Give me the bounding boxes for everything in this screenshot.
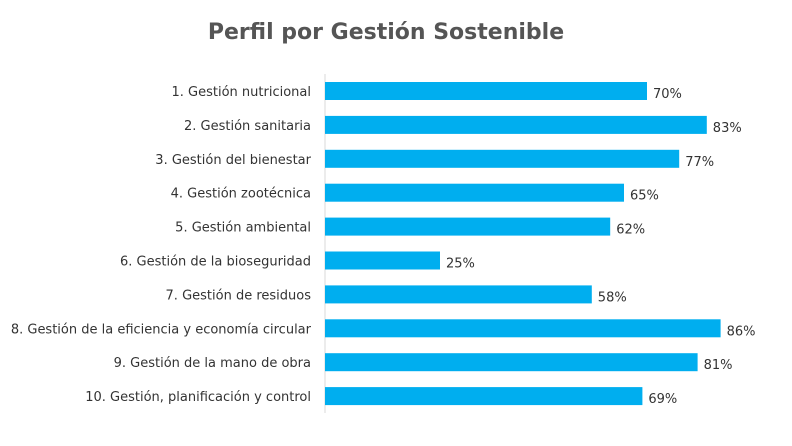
data-label: 62% bbox=[616, 223, 645, 238]
data-label: 86% bbox=[727, 324, 756, 339]
data-label: 81% bbox=[704, 358, 733, 373]
category-label: 6. Gestión de la bioseguridad bbox=[120, 255, 311, 270]
data-label: 70% bbox=[653, 87, 682, 102]
data-label: 83% bbox=[713, 121, 742, 136]
data-label: 77% bbox=[685, 155, 714, 170]
category-label: 3. Gestión del bienestar bbox=[155, 153, 311, 168]
category-label: 9. Gestión de la mano de obra bbox=[114, 356, 311, 371]
data-label: 25% bbox=[446, 257, 475, 272]
bar bbox=[325, 387, 643, 406]
bar bbox=[325, 353, 698, 372]
bar bbox=[325, 319, 721, 338]
chart-title: Perfil por Gestión Sostenible bbox=[207, 20, 565, 45]
data-label: 69% bbox=[648, 392, 677, 407]
bar bbox=[325, 251, 440, 270]
data-label: 65% bbox=[630, 189, 659, 204]
bar bbox=[325, 82, 647, 100]
bar bbox=[325, 183, 624, 202]
category-label: 7. Gestión de residuos bbox=[166, 288, 312, 303]
category-label: 4. Gestión zootécnica bbox=[171, 187, 311, 202]
data-label: 58% bbox=[598, 290, 627, 305]
bar bbox=[325, 149, 680, 168]
bar bbox=[325, 115, 707, 134]
category-label: 5. Gestión ambiental bbox=[175, 221, 311, 236]
category-label: 2. Gestión sanitaria bbox=[184, 119, 311, 134]
category-label: 10. Gestión, planificación y control bbox=[85, 390, 311, 405]
category-label: 1. Gestión nutricional bbox=[172, 85, 311, 100]
category-label: 8. Gestión de la eficiencia y economía c… bbox=[11, 322, 312, 337]
bar bbox=[325, 285, 592, 304]
bar bbox=[325, 217, 611, 236]
